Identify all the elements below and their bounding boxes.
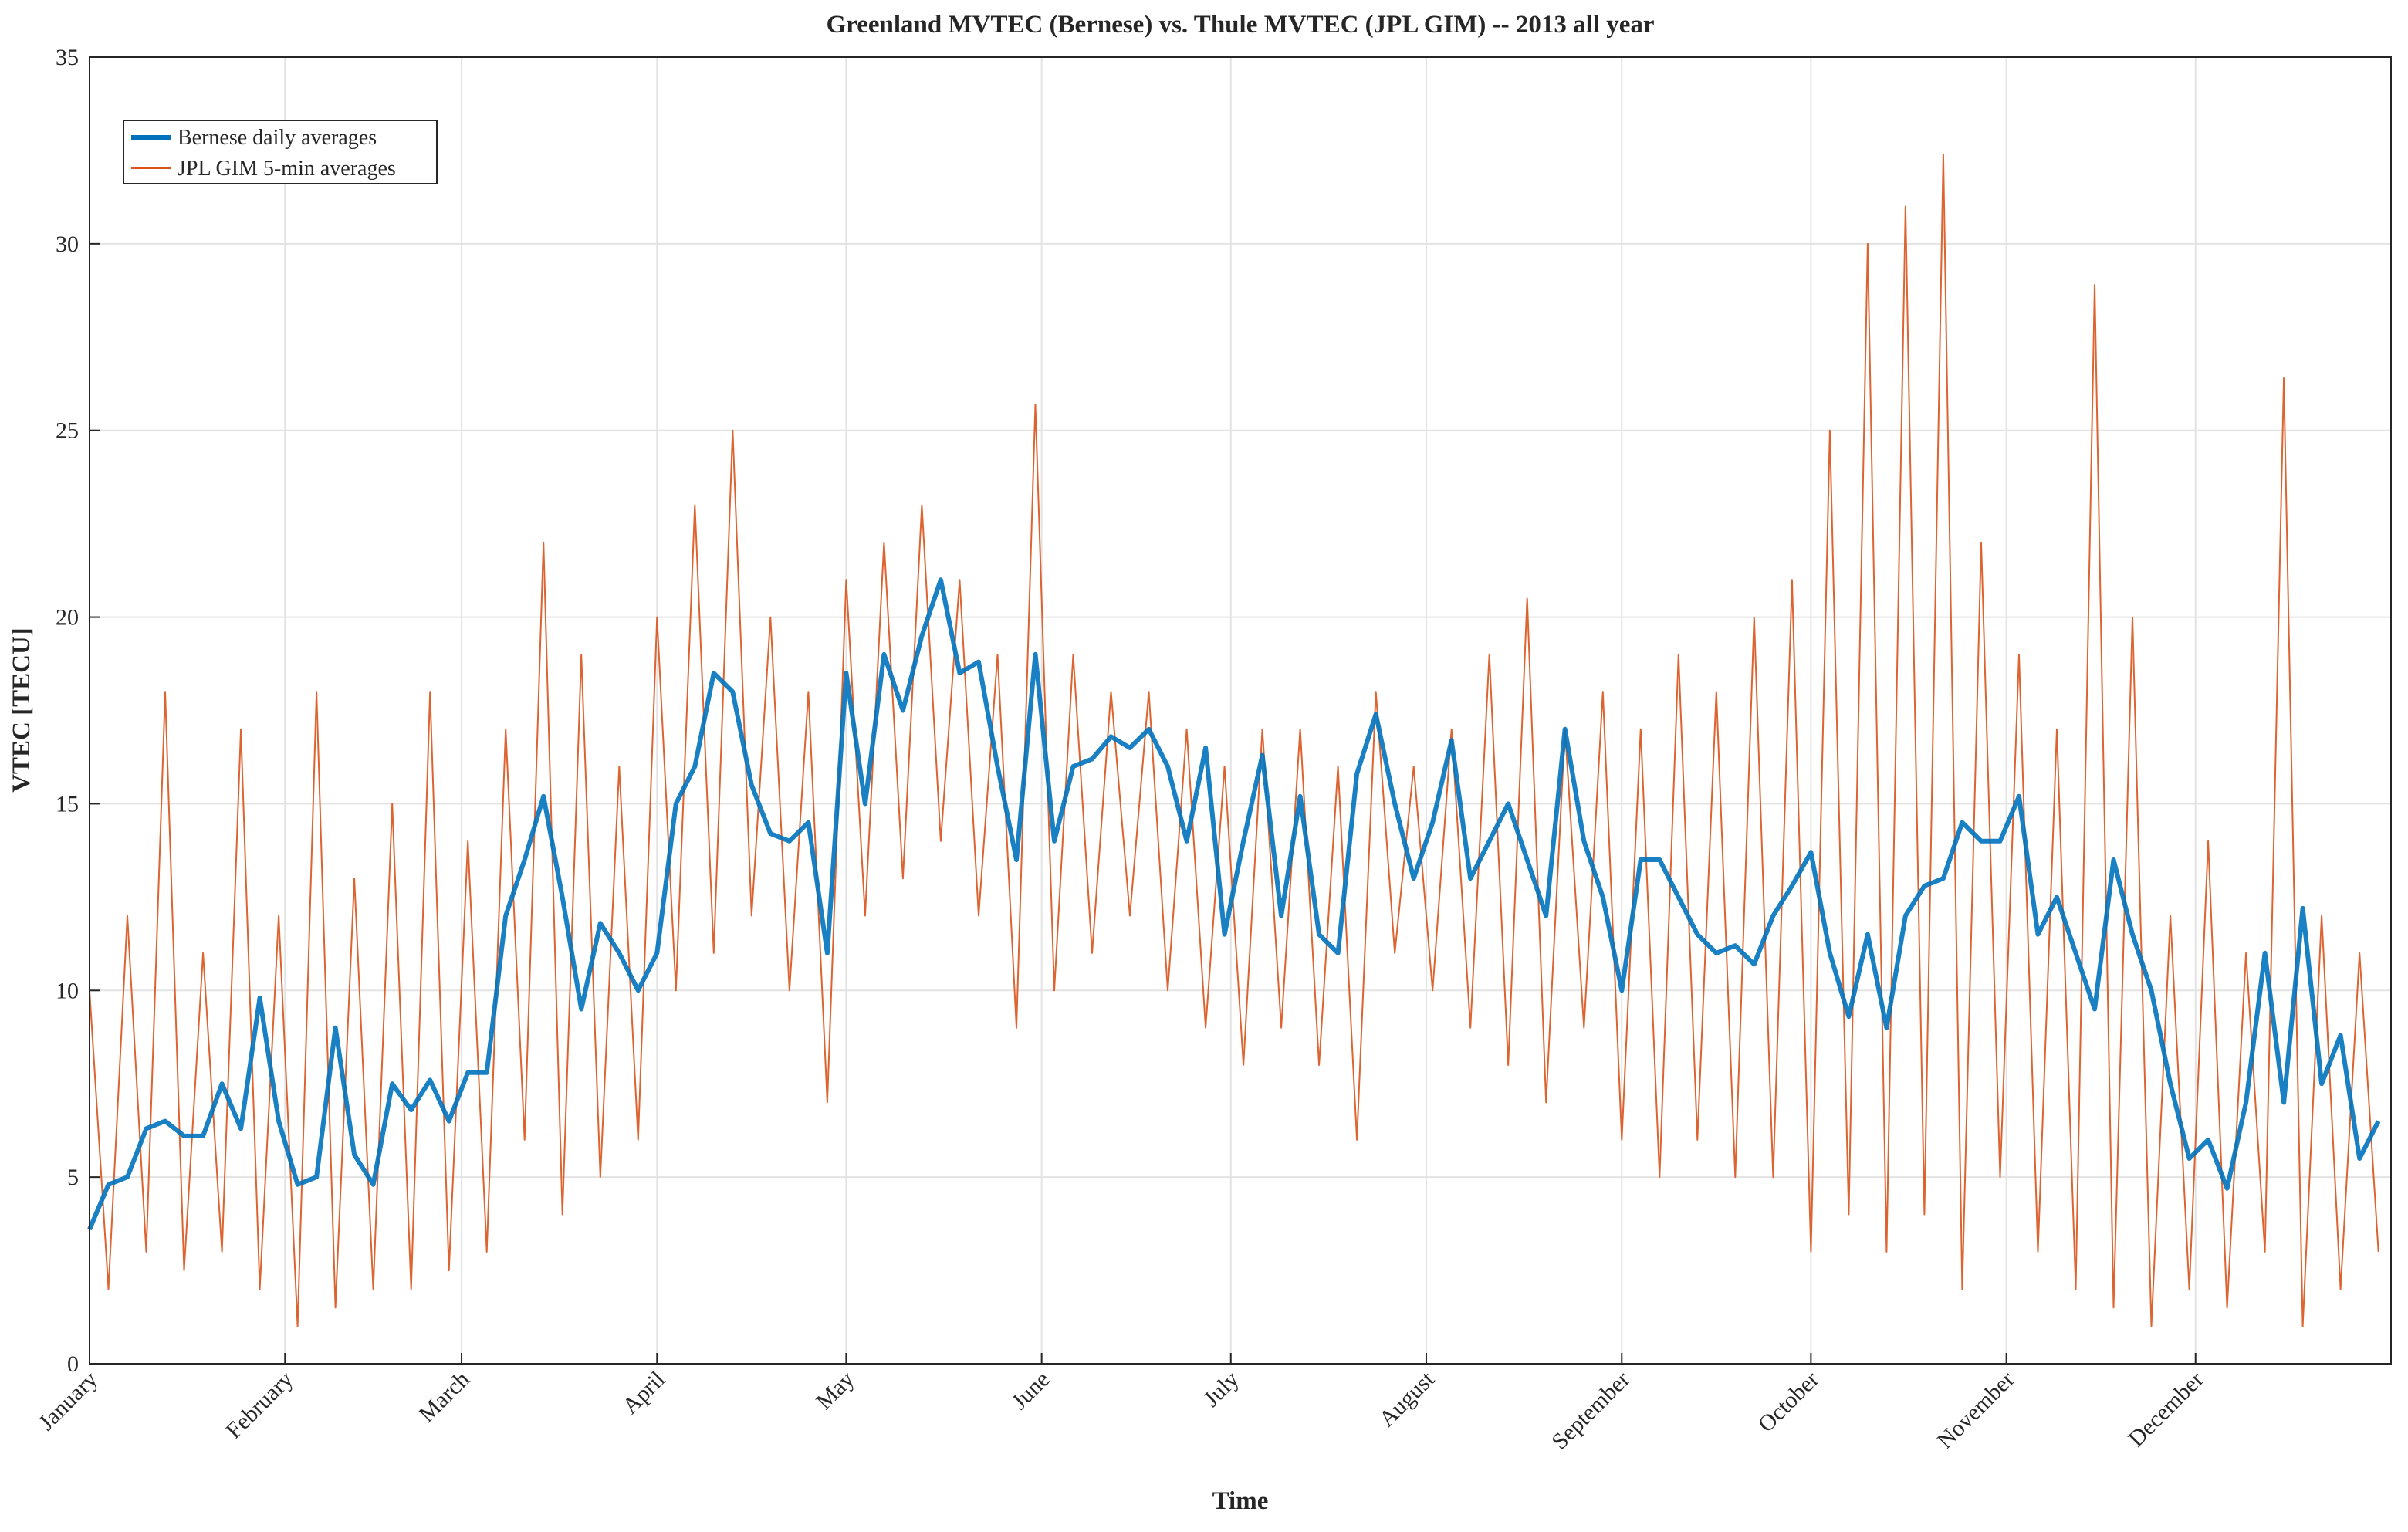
x-tick-label: March [414,1367,475,1428]
x-axis-label: Time [1212,1487,1269,1515]
y-tick-label: 5 [67,1165,79,1190]
plot-area [90,57,2391,1364]
series-line [87,577,2381,1231]
legend-label: JPL GIM 5-min averages [178,157,396,181]
chart-title: Greenland MVTEC (Bernese) vs. Thule MVTE… [826,11,1654,39]
x-tick-label: November [1933,1367,2020,1454]
y-tick-label: 0 [67,1351,79,1377]
x-tick-label: December [2123,1367,2208,1452]
series-line [89,153,2379,1327]
legend: Bernese daily averages JPL GIM 5-min aver… [123,120,438,184]
x-tick-label: October [1754,1367,1825,1438]
x-tick-label: June [1006,1367,1054,1415]
x-tick-label: July [1199,1367,1244,1412]
y-tick-label: 30 [56,232,79,257]
x-tick-label: September [1547,1367,1635,1455]
x-tick-label: May [811,1367,859,1415]
y-tick-label: 25 [56,418,79,444]
y-tick-label: 15 [56,791,79,817]
plot-frame [89,56,2392,1365]
y-tick-label: 20 [56,605,79,631]
x-tick-label: January [34,1367,103,1436]
y-tick-label: 35 [56,45,79,70]
legend-label: Bernese daily averages [178,126,377,150]
legend-box [123,120,438,184]
x-tick-label: February [221,1367,298,1444]
y-axis-label: VTEC [TECU] [8,627,36,793]
x-tick-label: April [617,1367,670,1419]
x-tick-label: August [1374,1366,1439,1432]
y-tick-label: 10 [56,978,79,1003]
